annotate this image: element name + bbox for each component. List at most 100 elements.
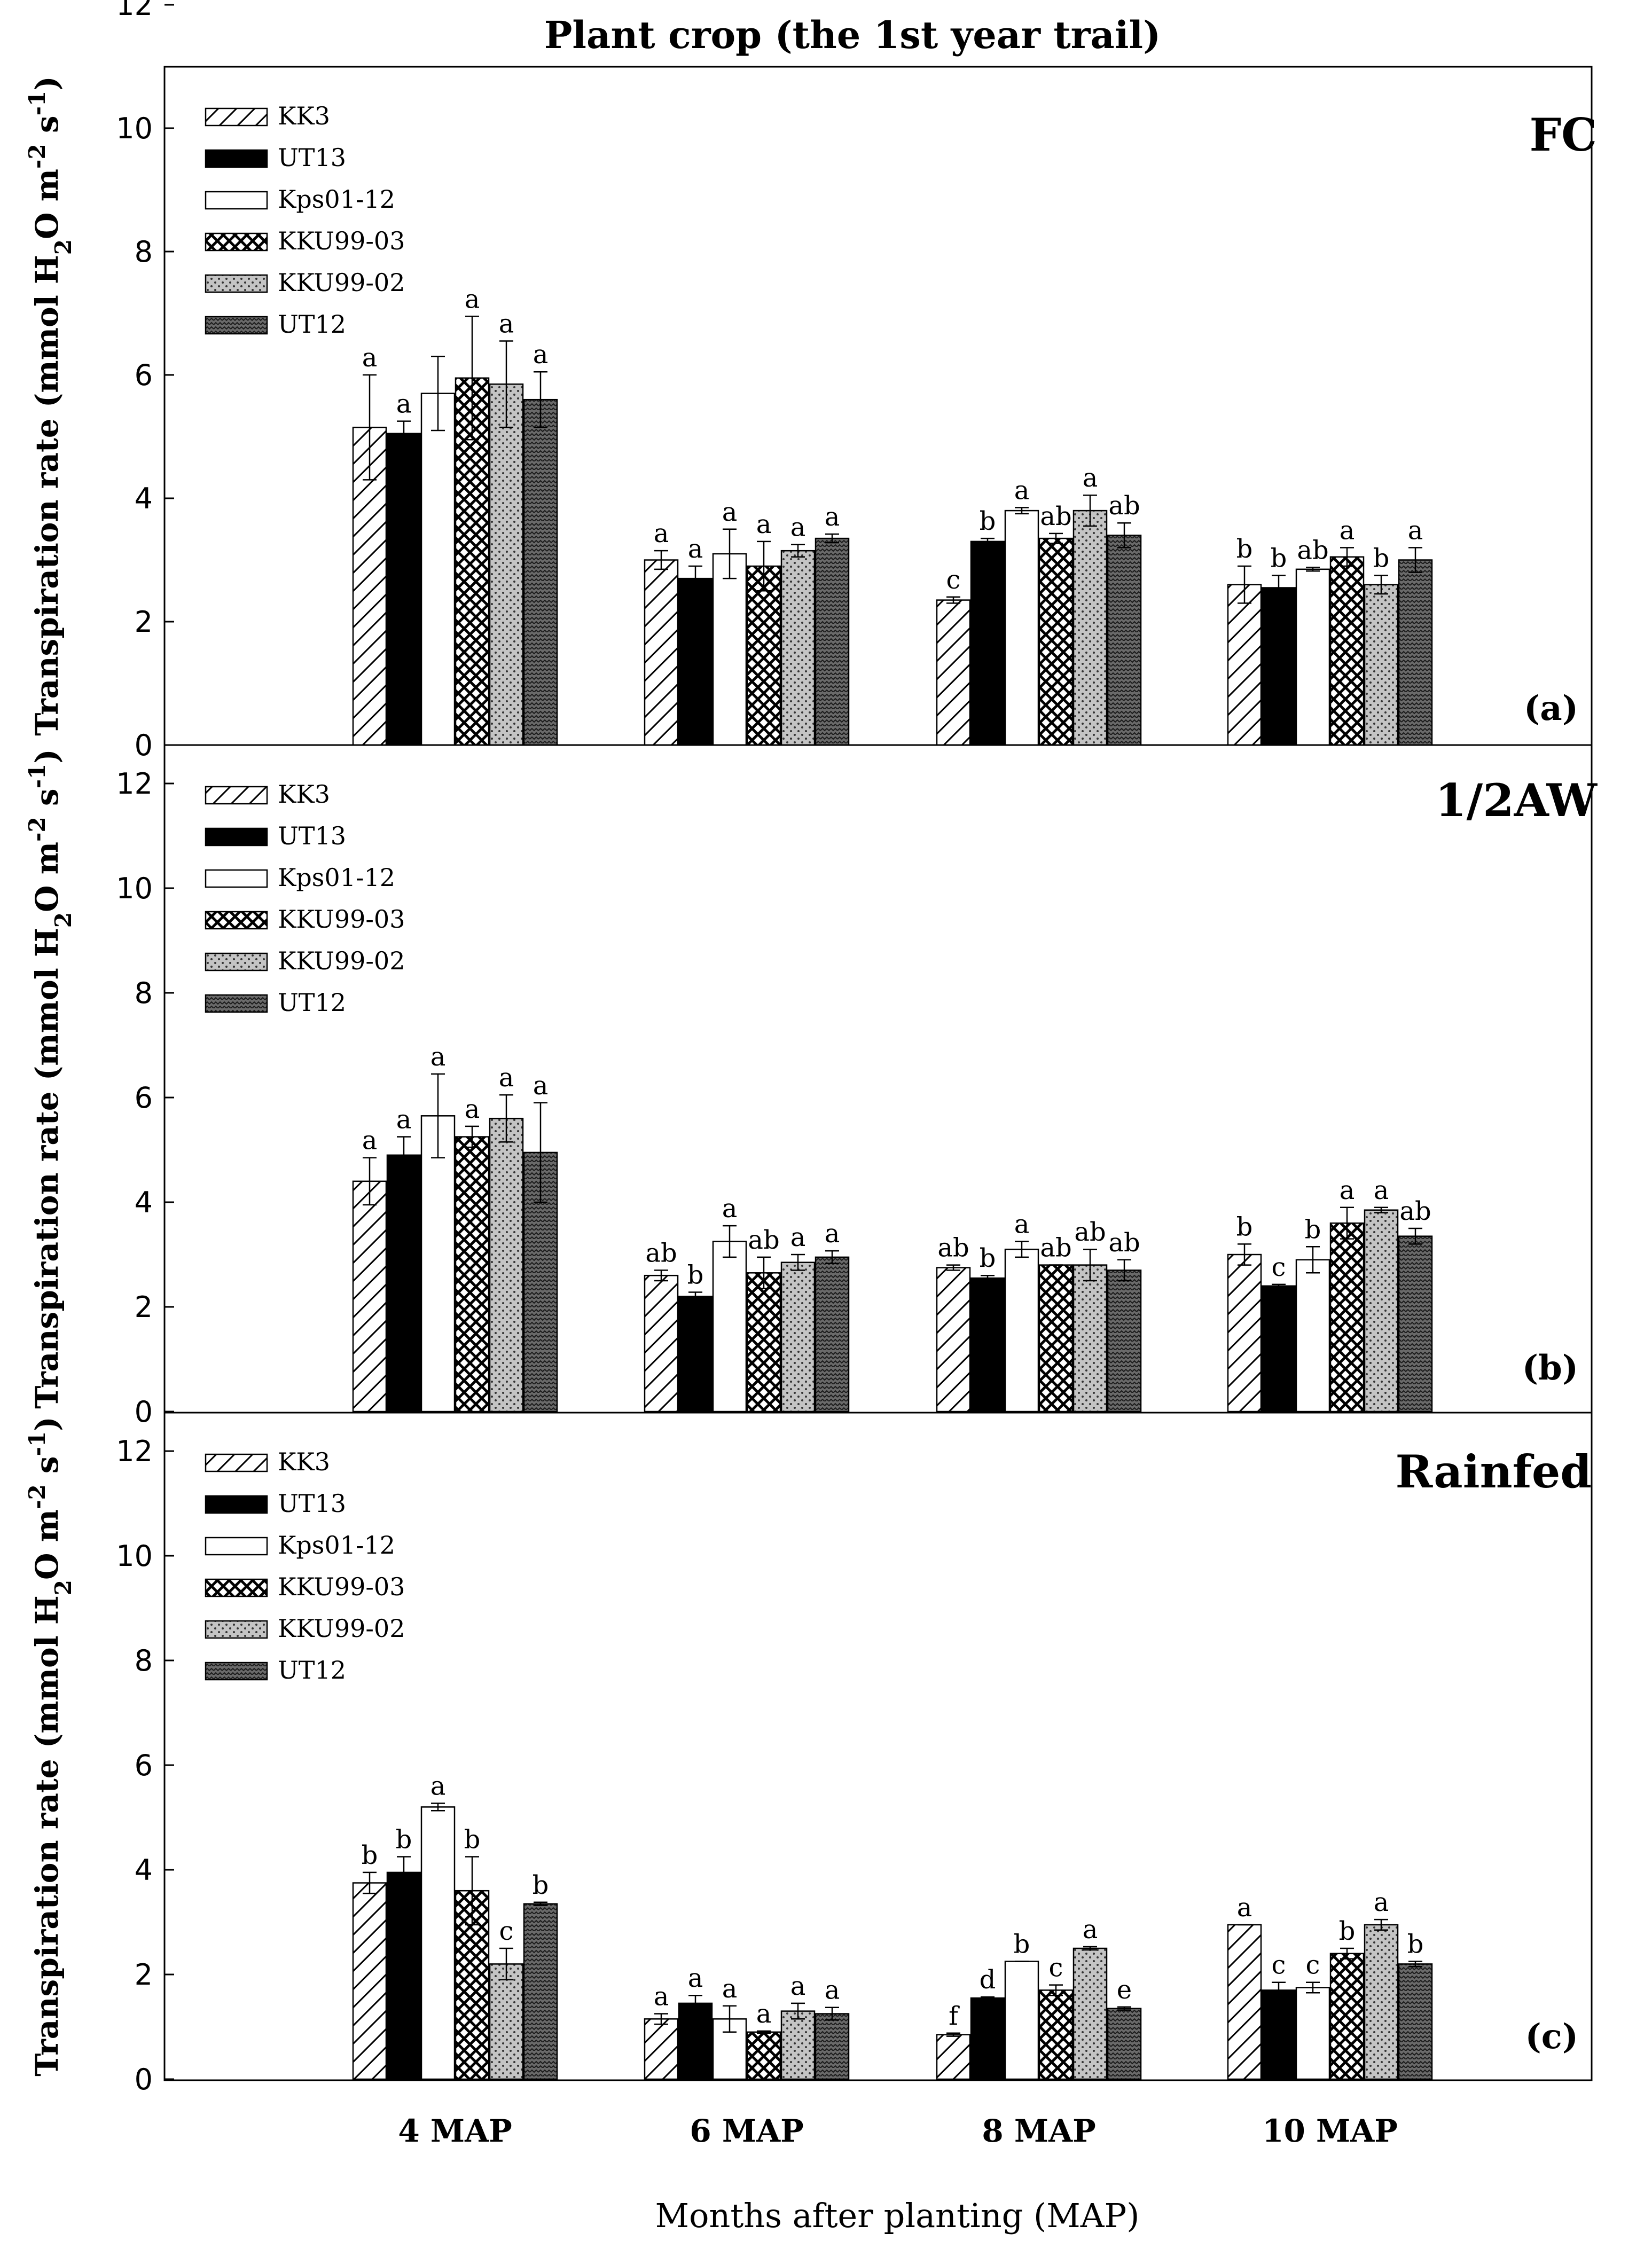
significance-letter: a [688, 534, 703, 564]
error-bar [688, 1291, 702, 1302]
panel-label: (a) [1524, 688, 1578, 728]
significance-letter: b [1373, 543, 1390, 573]
bar [1295, 568, 1330, 746]
y-tick-label: 2 [135, 605, 153, 639]
legend-entry: UT13 [278, 1489, 346, 1518]
legend-entry: KK3 [278, 1447, 330, 1476]
significance-letter: b [1014, 1930, 1030, 1960]
significance-letter: a [790, 513, 806, 543]
significance-letter: ab [1108, 1228, 1140, 1258]
plot-frame [163, 1412, 1593, 2081]
bar [523, 1903, 558, 2080]
error-bar [1340, 1206, 1354, 1240]
error-bar [534, 371, 547, 428]
y-axis-label: Transpiration rate (mmol H2O m-2 s-1) [24, 76, 76, 735]
error-bar [1374, 575, 1388, 595]
error-bar [1306, 1981, 1320, 1994]
bar [1227, 1924, 1262, 2080]
significance-letter: b [396, 1825, 412, 1855]
legend-entry: KKU99-03 [278, 226, 405, 255]
error-bar [1117, 1259, 1131, 1282]
y-tick-label: 0 [135, 2063, 153, 2096]
y-tick-label: 8 [135, 1644, 153, 1678]
error-bar [1272, 1283, 1286, 1288]
error-bar [431, 356, 445, 432]
significance-letter: a [1374, 1887, 1389, 1917]
legend-entry: KK3 [278, 101, 330, 130]
error-bar [1306, 1246, 1320, 1274]
bar [420, 1806, 456, 2080]
error-bar [825, 1250, 839, 1264]
error-bar [1340, 1947, 1354, 1960]
legend-swatch [205, 1578, 268, 1597]
significance-letter: a [465, 1094, 480, 1124]
bar [1364, 1924, 1399, 2080]
legend-entry: KK3 [278, 780, 330, 809]
significance-letter: a [396, 1105, 412, 1135]
significance-letter: a [722, 1974, 738, 2004]
bar [746, 2031, 781, 2080]
x-category-label: 6 MAP [690, 2113, 803, 2149]
bar [936, 1267, 971, 1413]
bar [523, 398, 558, 746]
bar [1329, 556, 1365, 746]
error-bar [499, 340, 513, 428]
legend-swatch [205, 1620, 268, 1639]
significance-letter: a [790, 1971, 806, 2001]
error-bar [363, 1157, 377, 1206]
bar [455, 1136, 490, 1413]
error-bar [1083, 1248, 1097, 1282]
error-bar [1083, 1946, 1097, 1951]
error-bar [1015, 507, 1029, 515]
panel-label: (b) [1522, 1348, 1578, 1388]
treatment-label: 1/2AW [1435, 774, 1598, 827]
y-tick-label: 6 [135, 1081, 153, 1115]
bar [1038, 1264, 1074, 1413]
significance-letter: a [722, 1194, 738, 1224]
bar [352, 1180, 387, 1413]
error-bar [654, 2013, 668, 2025]
bar [970, 1277, 1005, 1413]
y-tick-label: 10 [116, 112, 153, 145]
bar [970, 540, 1005, 746]
error-bar [1408, 1961, 1422, 1968]
legend-entry: KKU99-02 [278, 946, 405, 975]
legend-swatch [205, 827, 268, 847]
error-bar [757, 540, 771, 592]
error-bar [723, 2005, 737, 2033]
bar [1227, 1253, 1262, 1413]
significance-letter: e [1117, 1975, 1132, 2005]
error-bar [363, 1871, 377, 1894]
significance-letter: a [465, 284, 480, 314]
significance-letter: b [464, 1825, 481, 1855]
significance-letter: a [654, 519, 669, 548]
significance-letter: a [1340, 1176, 1355, 1205]
error-bar [723, 528, 737, 579]
significance-letter: a [362, 343, 378, 373]
significance-letter: a [533, 1071, 549, 1101]
error-bar [946, 596, 960, 604]
error-bar [1238, 565, 1251, 604]
error-bar [723, 1225, 737, 1258]
y-axis-label: Transpiration rate (mmol H2O m-2 s-1) [24, 749, 76, 1408]
significance-letter: a [825, 502, 840, 532]
legend-swatch [205, 149, 268, 168]
legend-entry: Kps01-12 [278, 185, 395, 214]
legend-swatch [205, 1495, 268, 1514]
bar [1261, 587, 1296, 746]
significance-letter: a [790, 1223, 806, 1252]
y-tick-label: 12 [116, 1435, 153, 1468]
y-tick-label: 6 [135, 1749, 153, 1782]
bar [489, 1117, 524, 1413]
significance-letter: d [980, 1965, 996, 1995]
error-bar [397, 1856, 411, 1889]
significance-letter: b [362, 1840, 378, 1870]
legend-swatch [205, 994, 268, 1013]
legend-swatch [205, 107, 268, 127]
error-bar [1117, 522, 1131, 548]
legend-entry: Kps01-12 [278, 1531, 395, 1560]
significance-letter: c [1306, 1950, 1320, 1980]
significance-letter: b [1236, 534, 1253, 564]
error-bar [465, 1856, 479, 1926]
bar [1038, 537, 1074, 746]
